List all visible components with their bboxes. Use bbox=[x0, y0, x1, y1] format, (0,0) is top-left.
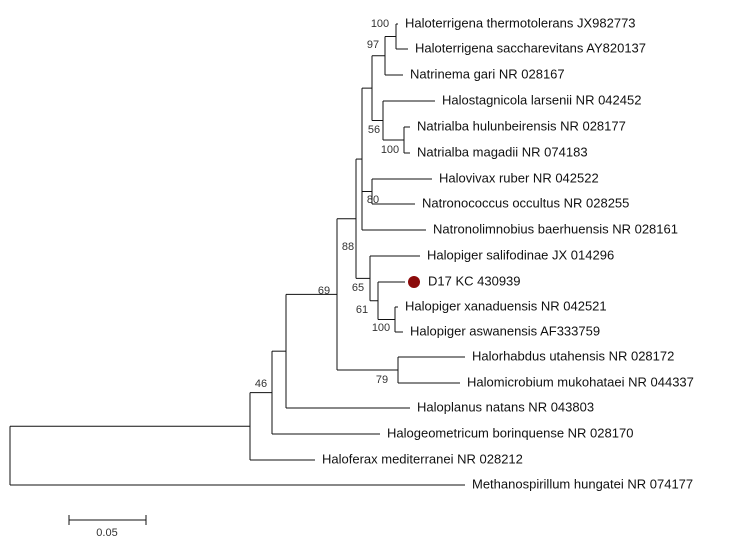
bootstrap-value: 97 bbox=[367, 39, 379, 51]
leaf-label: Haloplanus natans NR 043803 bbox=[417, 399, 594, 414]
bootstrap-value: 88 bbox=[342, 241, 354, 253]
bootstrap-value: 100 bbox=[372, 322, 390, 334]
bootstrap-value: 46 bbox=[255, 378, 267, 390]
leaf-label: Halogeometricum borinquense NR 028170 bbox=[387, 425, 633, 440]
leaf-label: Haloferax mediterranei NR 028212 bbox=[322, 451, 523, 466]
leaf-label: Methanospirillum hungatei NR 074177 bbox=[472, 476, 693, 491]
leaf-label: Haloterrigena thermotolerans JX982773 bbox=[405, 15, 636, 30]
bootstrap-value: 100 bbox=[381, 144, 399, 156]
leaf-label: D17 KC 430939 bbox=[428, 273, 521, 288]
bootstrap-value: 69 bbox=[318, 285, 330, 297]
leaf-label: Natrialba hulunbeirensis NR 028177 bbox=[417, 118, 626, 133]
leaf-label: Halovivax ruber NR 042522 bbox=[439, 170, 599, 185]
highlight-dot bbox=[408, 276, 420, 288]
leaf-label: Halopiger salifodinae JX 014296 bbox=[427, 247, 614, 262]
leaf-label: Natrinema gari NR 028167 bbox=[410, 66, 565, 81]
bootstrap-value: 56 bbox=[368, 124, 380, 136]
bootstrap-value: 79 bbox=[376, 374, 388, 386]
leaf-label: Halopiger xanaduensis NR 042521 bbox=[405, 298, 607, 313]
leaf-label: Natronolimnobius baerhuensis NR 028161 bbox=[433, 221, 678, 236]
bootstrap-value: 65 bbox=[352, 282, 364, 294]
leaf-label: Halopiger aswanensis AF333759 bbox=[410, 323, 600, 338]
bootstrap-value: 80 bbox=[367, 194, 379, 206]
bootstrap-value: 61 bbox=[356, 304, 368, 316]
bootstrap-value: 100 bbox=[371, 18, 389, 30]
leaf-label: Halomicrobium mukohataei NR 044337 bbox=[467, 374, 694, 389]
leaf-label: Natrialba magadii NR 074183 bbox=[417, 144, 588, 159]
scale-bar-label: 0.05 bbox=[96, 527, 117, 539]
leaf-label: Halorhabdus utahensis NR 028172 bbox=[472, 348, 674, 363]
leaf-label: Haloterrigena saccharevitans AY820137 bbox=[415, 40, 646, 55]
leaf-label: Halostagnicola larsenii NR 042452 bbox=[442, 92, 641, 107]
leaf-label: Natronococcus occultus NR 028255 bbox=[422, 195, 629, 210]
